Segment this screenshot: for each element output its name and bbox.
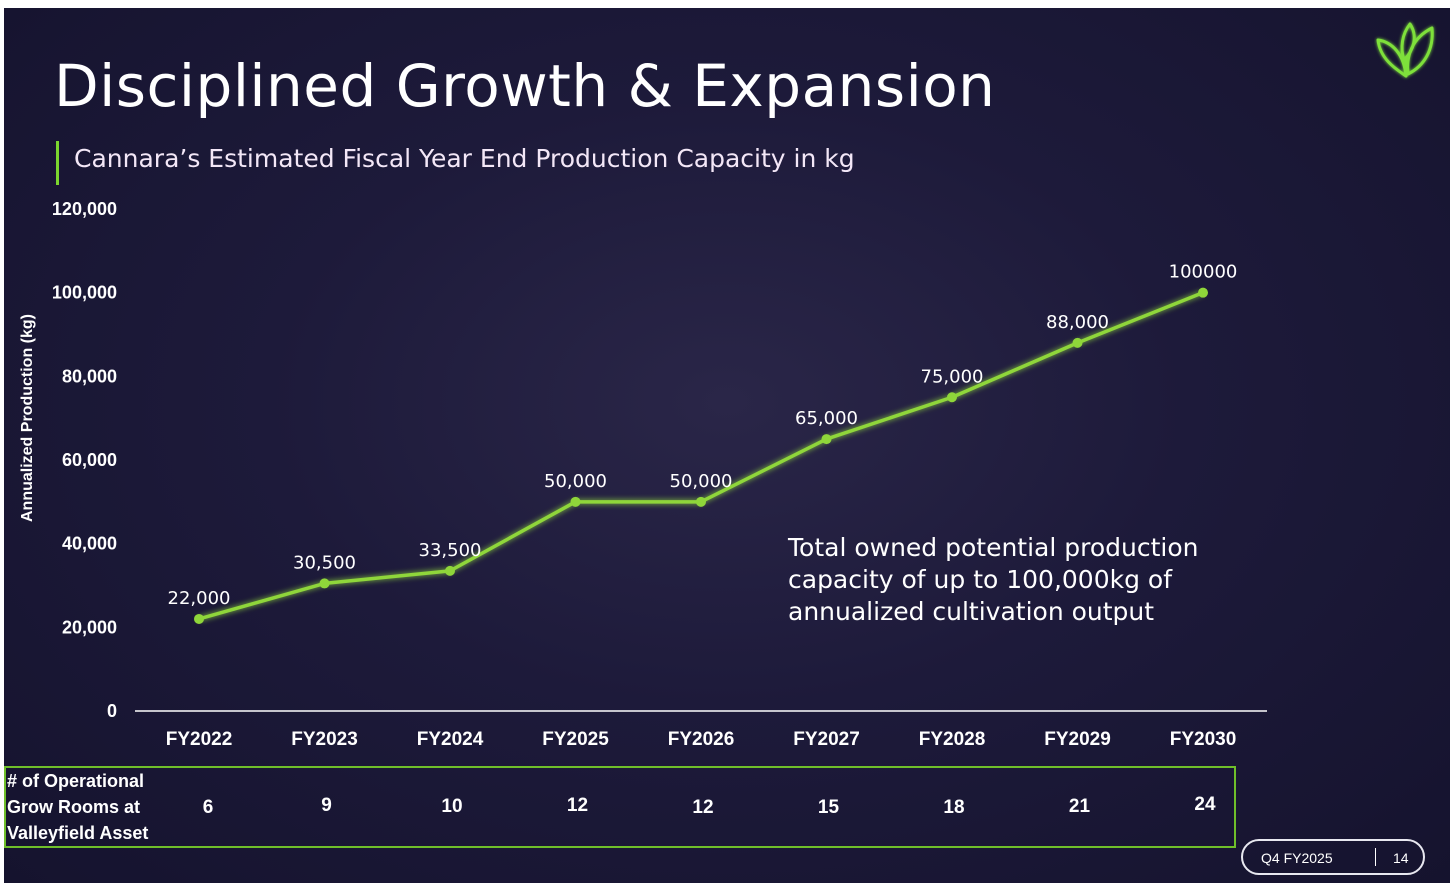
x-tick-label: FY2028 xyxy=(919,729,986,750)
y-tick-label: 80,000 xyxy=(62,366,117,386)
series-points xyxy=(194,287,1208,624)
data-label: 33,500 xyxy=(419,540,482,561)
data-point xyxy=(319,578,330,589)
data-label: 100000 xyxy=(1169,262,1238,283)
data-point xyxy=(445,565,455,576)
page-number: 14 xyxy=(1393,850,1409,866)
x-tick-label: FY2025 xyxy=(542,729,609,750)
grow-rooms-value: 6 xyxy=(202,797,214,818)
data-point xyxy=(821,434,832,445)
x-tick-label: FY2024 xyxy=(417,729,484,750)
y-axis-ticks: 0 20,000 40,000 60,000 80,000 100,000 120,000 xyxy=(52,199,117,721)
grow-rooms-value: 24 xyxy=(1194,794,1216,815)
y-tick-label: 120,000 xyxy=(52,199,117,219)
x-tick-label: FY2022 xyxy=(166,729,233,750)
y-tick-label: 60,000 xyxy=(62,450,117,470)
grow-rooms-value: 10 xyxy=(441,796,463,817)
data-label: 50,000 xyxy=(544,471,607,492)
data-labels: 22,000 30,500 33,500 50,000 50,000 65,000 75,0… xyxy=(168,262,1238,609)
y-tick-label: 40,000 xyxy=(62,534,117,554)
slide-title: Disciplined Growth & Expansion xyxy=(54,52,996,120)
footer-quarter: Q4 FY2025 xyxy=(1261,850,1333,866)
x-tick-label: FY2027 xyxy=(793,729,860,750)
data-label: 50,000 xyxy=(670,471,733,492)
y-axis-label: Annualized Production (kg) xyxy=(19,314,36,522)
data-point xyxy=(1198,287,1208,298)
data-label: 65,000 xyxy=(795,408,858,429)
x-tick-label: FY2026 xyxy=(668,729,735,750)
grow-rooms-table xyxy=(4,766,1236,848)
production-line-chart: Annualized Production (kg) 0 20,000 40,000… xyxy=(19,199,1267,750)
grow-rooms-label: # of Operational Grow Rooms at Valleyfie… xyxy=(7,768,148,846)
footer-divider xyxy=(1375,848,1376,866)
slide: Disciplined Growth & Expansion Cannara’s… xyxy=(4,8,1450,883)
data-label: 30,500 xyxy=(293,552,356,573)
grow-rooms-value: 18 xyxy=(943,797,965,818)
data-label: 75,000 xyxy=(921,366,984,387)
data-point xyxy=(696,496,706,507)
chart-subtitle: Cannara’s Estimated Fiscal Year End Prod… xyxy=(74,144,855,173)
grow-rooms-label-line: Grow Rooms at xyxy=(7,797,141,817)
grow-rooms-value: 15 xyxy=(817,797,840,818)
data-point xyxy=(947,392,957,403)
grow-rooms-value: 12 xyxy=(692,797,714,818)
footer-badge: Q4 FY2025 14 xyxy=(1241,839,1425,875)
x-tick-label: FY2023 xyxy=(291,729,358,750)
data-point xyxy=(194,613,204,624)
grow-rooms-label-line: # of Operational xyxy=(7,771,145,791)
subtitle-accent-bar xyxy=(56,141,59,185)
grow-rooms-value: 12 xyxy=(566,795,589,816)
grow-rooms-label-line: Valleyfield Asset xyxy=(7,823,149,843)
capacity-annotation: Total owned potential production capacit… xyxy=(788,533,1199,626)
grow-rooms-value: 21 xyxy=(1068,796,1091,817)
data-point xyxy=(1072,337,1083,348)
data-point xyxy=(570,496,581,507)
x-tick-label: FY2029 xyxy=(1044,729,1111,750)
y-tick-label: 0 xyxy=(107,701,117,721)
data-label: 22,000 xyxy=(168,588,231,609)
leaf-logo-icon xyxy=(1376,22,1434,78)
data-label: 88,000 xyxy=(1046,312,1109,333)
x-axis-ticks: FY2022 FY2023 FY2024 FY2025 FY2026 FY2027 FY20… xyxy=(166,729,1237,750)
x-tick-label: FY2030 xyxy=(1170,729,1237,750)
y-tick-label: 100,000 xyxy=(52,283,117,303)
grow-rooms-value: 9 xyxy=(321,795,332,816)
y-tick-label: 20,000 xyxy=(62,617,117,637)
